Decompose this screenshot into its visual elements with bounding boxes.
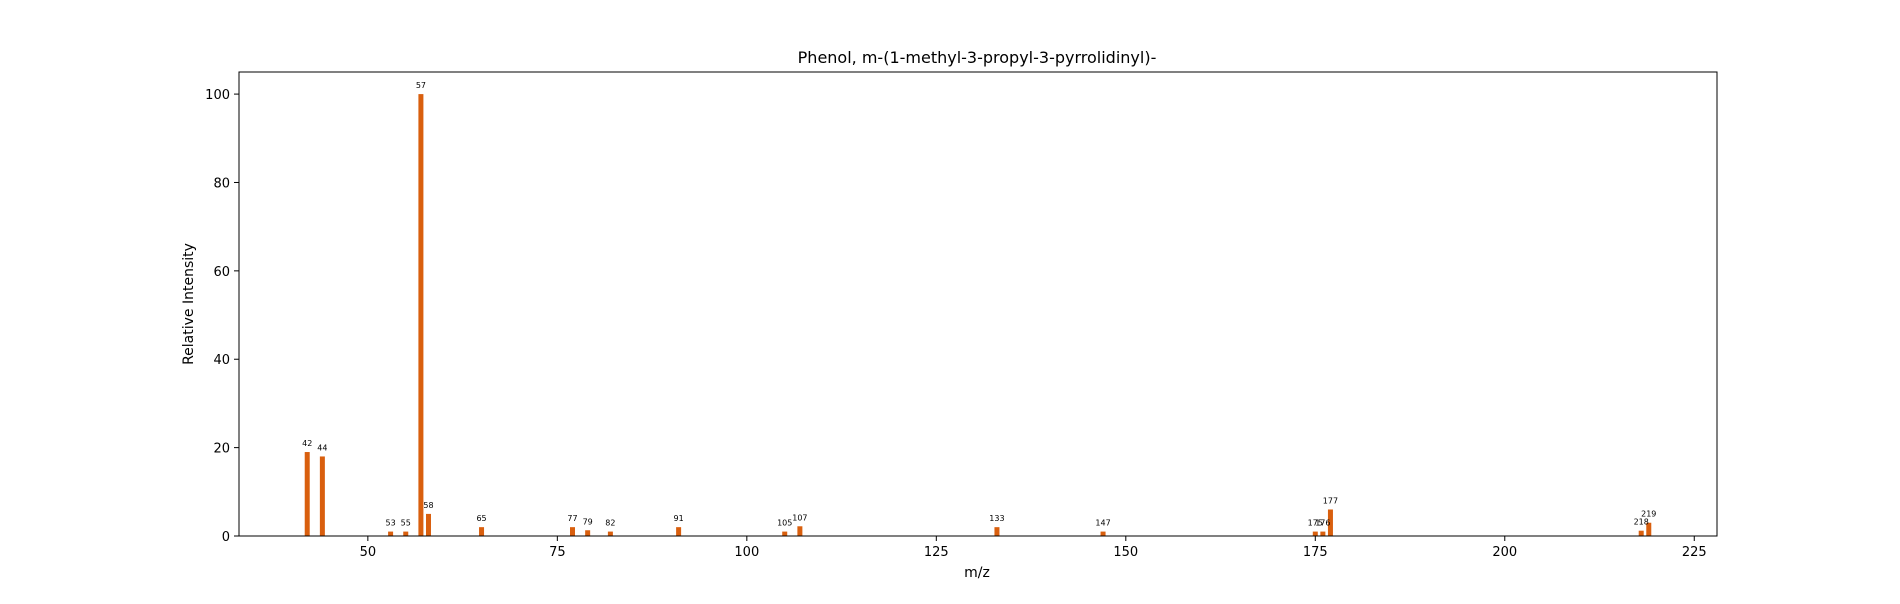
peak-bar-175	[1312, 531, 1318, 536]
peak-label-79: 79	[583, 517, 593, 526]
x-tick-label: 200	[1492, 545, 1517, 560]
peak-label-82: 82	[605, 519, 615, 528]
peak-bar-218	[1638, 530, 1644, 536]
peak-bar-53	[388, 531, 394, 536]
peak-label-133: 133	[989, 514, 1004, 523]
y-tick-label: 80	[213, 176, 230, 191]
peak-label-58: 58	[423, 501, 433, 510]
y-tick-label: 60	[213, 265, 230, 280]
peak-label-105: 105	[777, 519, 792, 528]
peak-bar-219	[1646, 522, 1652, 536]
x-tick-label: 125	[924, 545, 949, 560]
peak-label-77: 77	[567, 514, 577, 523]
peak-bar-147	[1100, 531, 1106, 536]
peak-label-147: 147	[1095, 519, 1110, 528]
peak-label-55: 55	[401, 519, 411, 528]
peak-bar-58	[425, 513, 431, 536]
plot-frame	[238, 71, 1718, 537]
peak-label-218: 218	[1634, 518, 1649, 527]
y-axis: 0 20 40 60 80 100	[205, 88, 239, 545]
peak-label-177: 177	[1323, 496, 1338, 505]
x-axis: 50 75 100 125 150 175 200 225	[360, 536, 1707, 560]
peak-bar-65	[479, 527, 485, 536]
peak-label-42: 42	[302, 439, 312, 448]
x-tick-label: 50	[360, 545, 377, 560]
chart-title: Phenol, m-(1-methyl-3-propyl-3-pyrrolidi…	[798, 48, 1157, 67]
peak-bar-107	[797, 526, 803, 536]
x-tick-label: 225	[1682, 545, 1707, 560]
peak-bar-105	[782, 531, 788, 536]
peak-bar-176	[1320, 531, 1326, 536]
peak-bar-57	[418, 94, 424, 536]
peak-bar-55	[403, 531, 409, 536]
y-tick-label: 0	[222, 530, 230, 545]
peak-bar-177	[1327, 509, 1333, 536]
peak-label-107: 107	[792, 513, 807, 522]
y-tick-label: 20	[213, 442, 230, 457]
peak-bar-82	[607, 531, 613, 536]
x-tick-label: 75	[549, 545, 566, 560]
peak-label-44: 44	[317, 443, 327, 452]
peak-label-65: 65	[476, 514, 486, 523]
peak-bar-77	[570, 527, 575, 536]
y-tick-label: 40	[213, 353, 230, 368]
x-tick-label: 100	[734, 545, 759, 560]
x-tick-label: 150	[1113, 545, 1138, 560]
peak-bar-91	[676, 527, 682, 536]
bars-layer	[304, 94, 1652, 536]
peak-label-176: 176	[1315, 519, 1330, 528]
x-axis-label: m/z	[964, 565, 990, 581]
peak-bar-79	[585, 530, 591, 536]
y-axis-label: Relative Intensity	[181, 243, 197, 365]
peak-label-53: 53	[385, 519, 395, 528]
peak-label-57: 57	[416, 81, 426, 90]
peak-bar-133	[994, 527, 1000, 536]
peak-bar-44	[319, 456, 325, 536]
peak-label-91: 91	[674, 514, 684, 523]
peak-label-175: 175	[1308, 519, 1323, 528]
x-tick-label: 175	[1303, 545, 1328, 560]
peak-bar-42	[304, 452, 310, 536]
y-tick-label: 100	[205, 88, 230, 103]
peak-label-219: 219	[1641, 510, 1656, 519]
